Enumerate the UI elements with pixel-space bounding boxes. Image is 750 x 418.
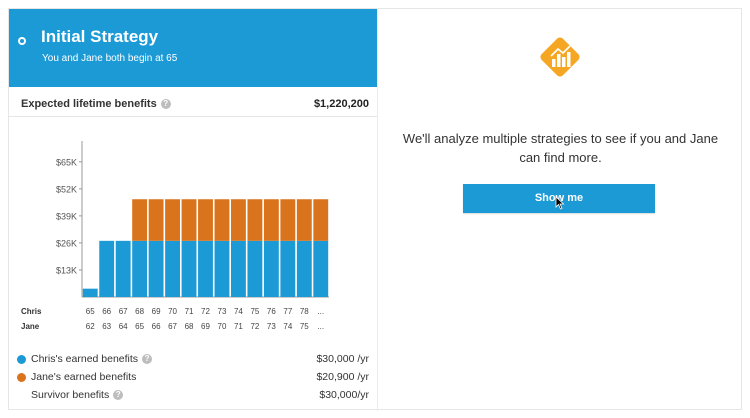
bar-chris [165, 240, 180, 297]
strategy-title: Initial Strategy [41, 27, 159, 46]
bar-jane [313, 199, 329, 241]
legend-row: Survivor benefits? $30,000/yr [17, 388, 369, 404]
bar-chris [247, 240, 263, 297]
bar-chris [296, 240, 312, 297]
bar-chris [132, 240, 148, 297]
bar-chris [313, 240, 329, 297]
bar-jane [247, 199, 263, 241]
bar-jane [231, 199, 246, 241]
age-tick-label: 66 [152, 322, 161, 329]
age-tick-label: 65 [86, 307, 95, 316]
bar-jane [214, 199, 230, 241]
age-tick-label: 72 [250, 322, 259, 329]
bar-jane [181, 199, 197, 241]
strategy-card: Initial Strategy You and Jane both begin… [8, 8, 743, 411]
age-tick-label: 72 [201, 307, 210, 316]
analysis-message: We'll analyze multiple strategies to see… [402, 131, 719, 165]
age-tick-label: 68 [185, 322, 194, 329]
age-tick-label: 73 [267, 322, 276, 329]
bar-chris [82, 288, 98, 297]
legend-row: Jane's earned benefits $20,900 /yr [17, 370, 369, 386]
legend-dot [17, 355, 26, 364]
age-tick-label: 71 [234, 322, 243, 329]
info-icon[interactable]: ? [142, 354, 153, 364]
age-tick-label: ... [317, 322, 324, 329]
benefits-chart-svg: $65K $52K $39K $26K $13K Chris 65 66 67 68 69 70 71 7… [21, 141, 329, 329]
mouse-cursor-icon [555, 196, 565, 210]
legend-label-text: Chris's earned benefits [31, 353, 139, 365]
legend-dot [17, 373, 26, 382]
legend-label: Chris's earned benefits? [31, 353, 153, 365]
bar-jane [165, 199, 180, 241]
strategy-radio[interactable] [18, 37, 26, 45]
legend-row: Chris's earned benefits? $30,000 /yr [17, 352, 369, 368]
info-icon[interactable]: ? [113, 390, 124, 400]
bar-jane [148, 199, 164, 241]
bar-chris [99, 240, 115, 297]
legend-label: Jane's earned benefits [31, 371, 136, 383]
age-row-label: Jane [21, 322, 40, 329]
legend-value: $30,000/yr [319, 389, 369, 401]
age-tick-label: 69 [201, 322, 210, 329]
bar-chris [214, 240, 230, 297]
show-me-button[interactable]: Show me [463, 184, 655, 213]
bar-jane [198, 199, 213, 241]
age-tick-label: 67 [119, 307, 128, 316]
age-tick-label: 65 [135, 322, 144, 329]
age-tick-label: 71 [185, 307, 194, 316]
bar-jane [280, 199, 296, 241]
y-tick-label: $65K [56, 157, 77, 167]
y-tick-label: $13K [56, 265, 77, 275]
age-tick-label: 69 [152, 307, 161, 316]
age-tick-label: 74 [234, 307, 243, 316]
bar-jane [132, 199, 148, 241]
age-tick-label: 62 [86, 322, 95, 329]
bar-jane [263, 199, 279, 241]
info-icon[interactable]: ? [160, 99, 171, 109]
analysis-panel: We'll analyze multiple strategies to see… [378, 9, 743, 411]
age-tick-label: 75 [250, 307, 259, 316]
y-tick-label: $39K [56, 211, 77, 221]
bar-chart-diamond-icon [540, 37, 580, 77]
expected-benefits-label: Expected lifetime benefits [21, 98, 157, 110]
legend-label: Survivor benefits? [31, 389, 124, 401]
legend-value: $20,900 /yr [316, 371, 369, 383]
age-tick-label: 67 [168, 322, 177, 329]
expected-benefits-value: $1,220,200 [313, 98, 369, 110]
age-tick-label: 78 [300, 307, 309, 316]
panel-divider [377, 9, 378, 411]
age-tick-label: 64 [119, 322, 128, 329]
expected-benefits-row: Expected lifetime benefits? $1,220,200 [9, 93, 377, 117]
bar-chris [198, 240, 213, 297]
age-tick-label: 70 [218, 322, 227, 329]
legend-label-text: Jane's earned benefits [31, 371, 137, 383]
age-tick-label: 76 [267, 307, 276, 316]
age-tick-label: 70 [168, 307, 177, 316]
strategy-panel: Initial Strategy You and Jane both begin… [9, 9, 377, 411]
legend-label-text: Survivor benefits [31, 389, 110, 401]
age-tick-label: ... [317, 307, 324, 316]
strategy-subtitle: You and Jane both begin at 65 [42, 53, 178, 64]
bar-chris [231, 240, 246, 297]
bar-chris [181, 240, 197, 297]
y-tick-label: $26K [56, 238, 77, 248]
age-tick-label: 75 [300, 322, 309, 329]
age-tick-label: 73 [218, 307, 227, 316]
y-tick-label: $52K [56, 184, 77, 194]
bar-chris [280, 240, 296, 297]
age-tick-label: 63 [102, 322, 111, 329]
bar-chris [115, 240, 131, 297]
legend-value: $30,000 /yr [316, 353, 369, 365]
strategy-header: Initial Strategy You and Jane both begin… [9, 9, 377, 87]
age-tick-label: 68 [135, 307, 144, 316]
age-row-label: Chris [21, 307, 42, 316]
bar-chris [148, 240, 164, 297]
age-tick-label: 77 [283, 307, 292, 316]
benefits-chart: $65K $52K $39K $26K $13K Chris 65 66 67 68 69 70 71 7… [9, 129, 377, 329]
age-tick-label: 74 [283, 322, 292, 329]
age-tick-label: 66 [102, 307, 111, 316]
bar-jane [296, 199, 312, 241]
bar-chris [263, 240, 279, 297]
